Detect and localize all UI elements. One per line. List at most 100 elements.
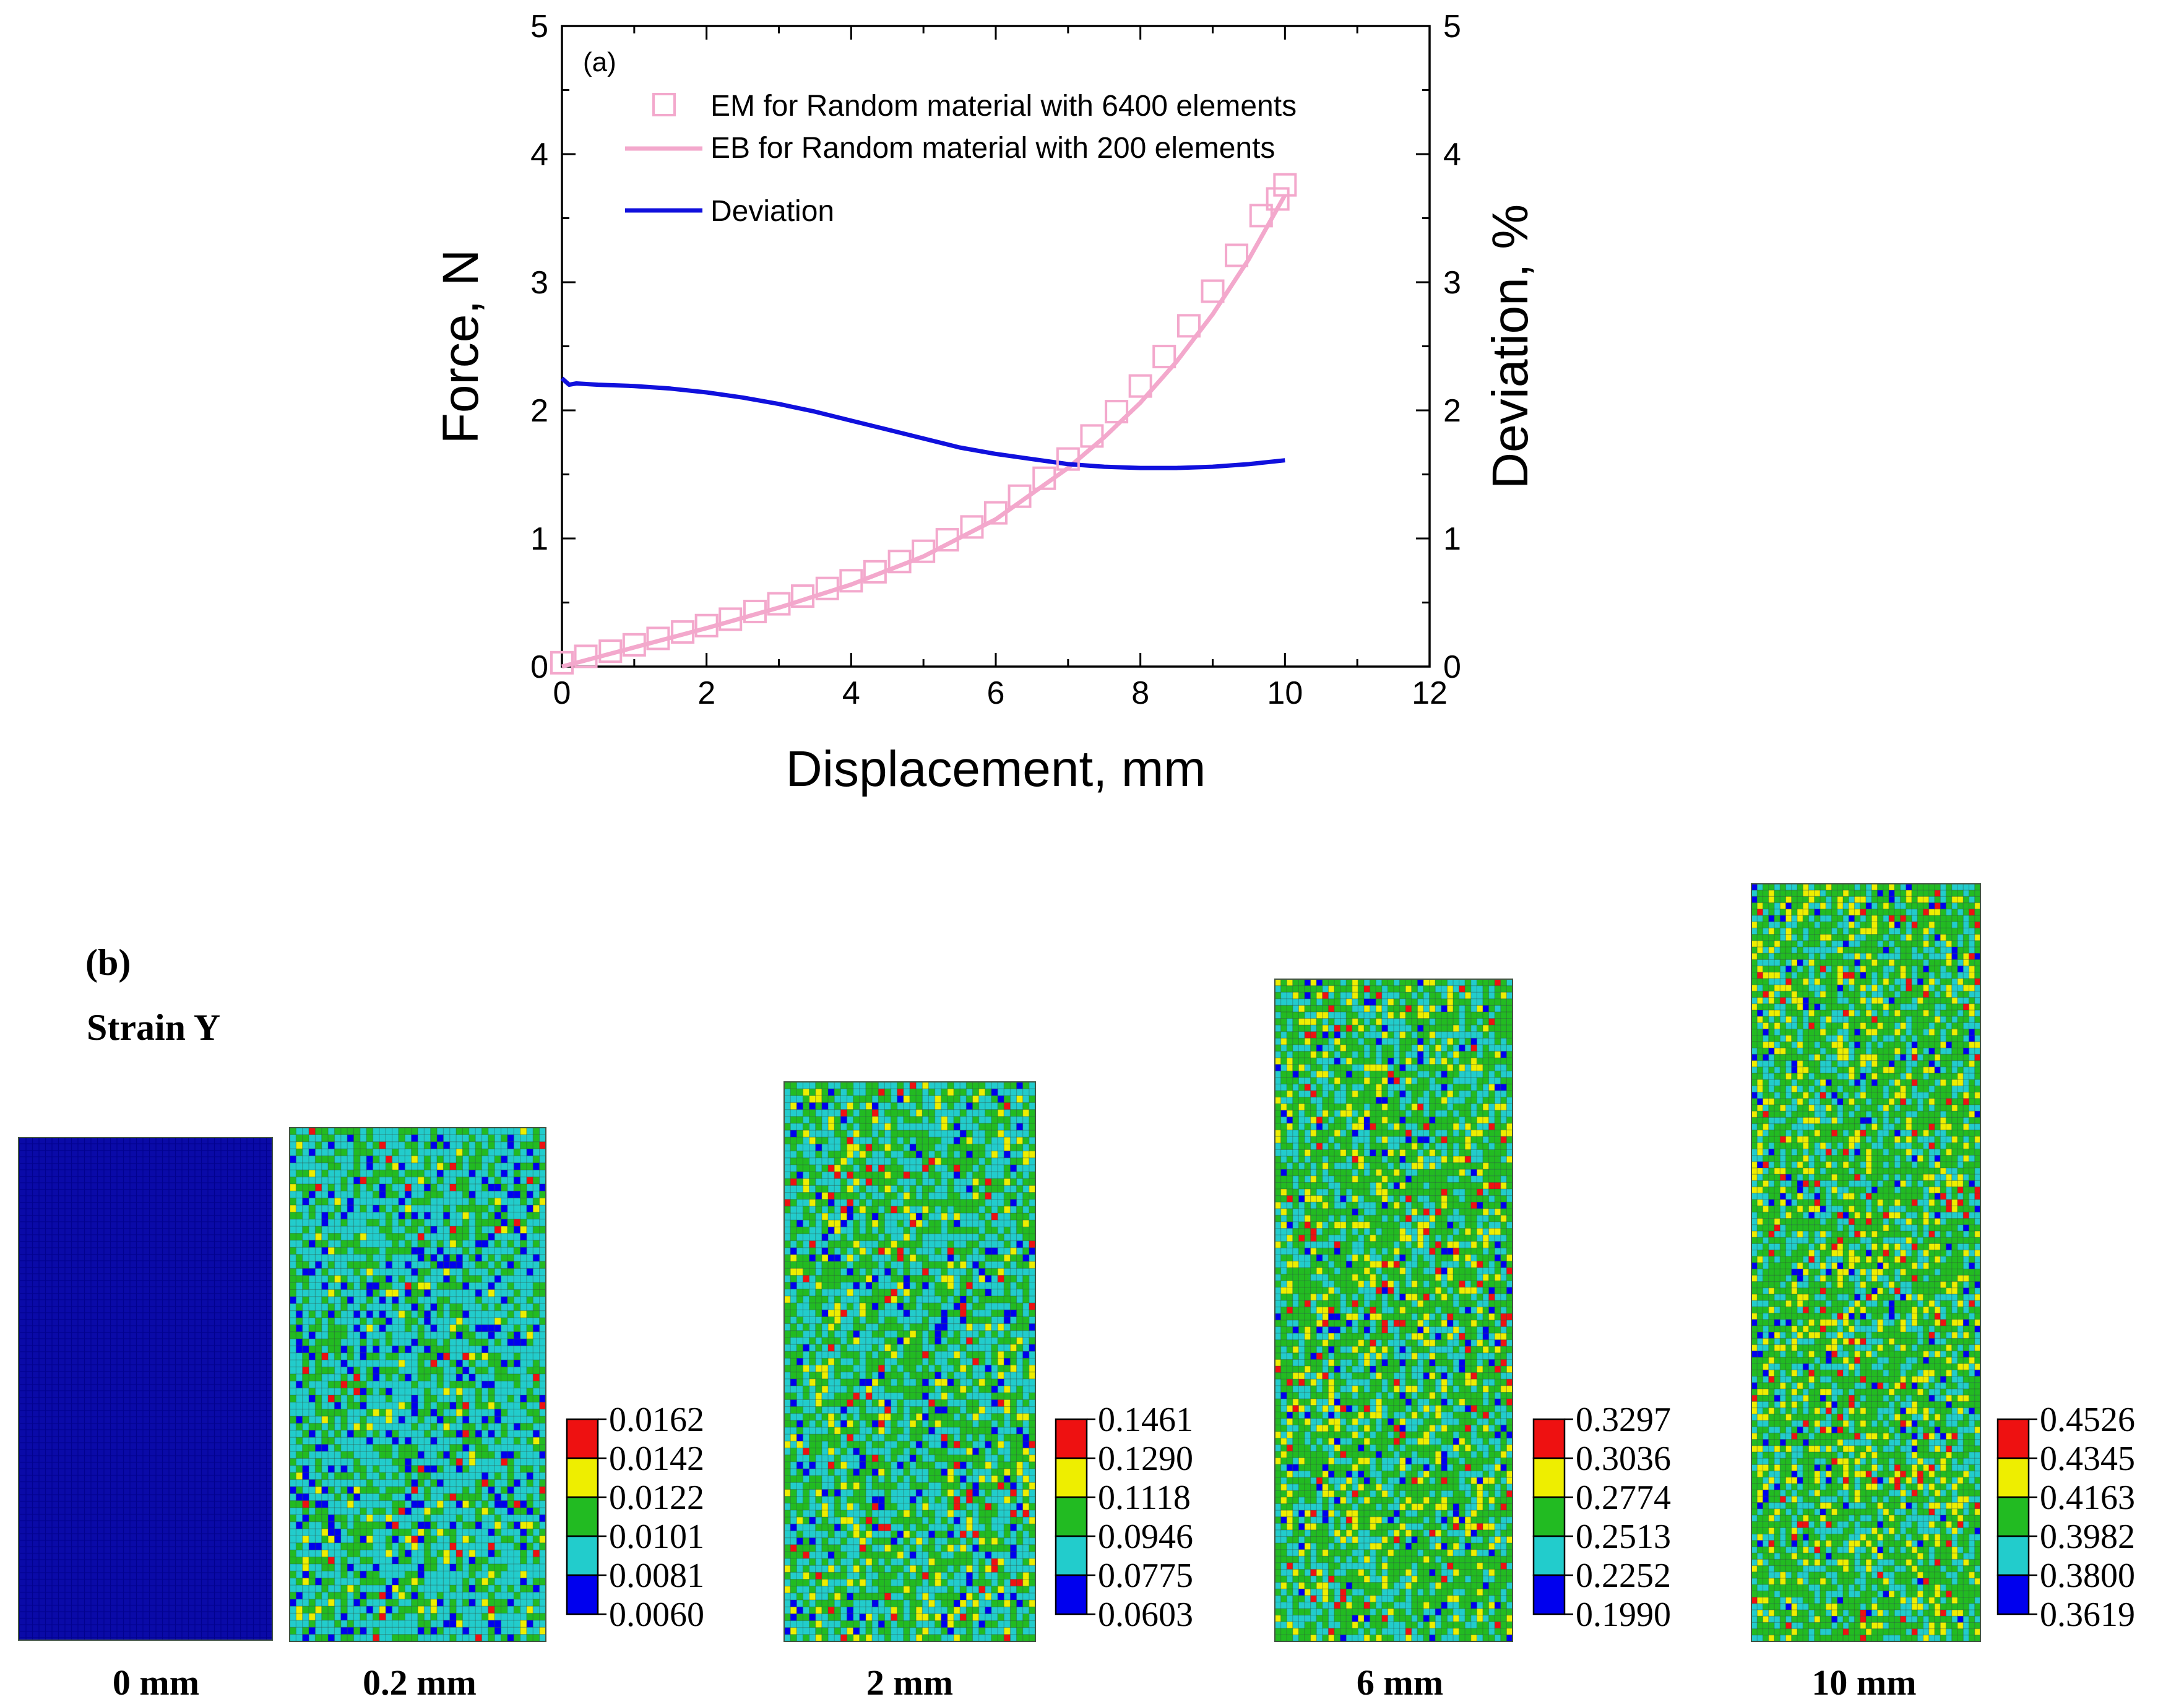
mesh-cell — [520, 1128, 527, 1135]
mesh-cell — [1004, 1295, 1011, 1303]
mesh-cell — [514, 1170, 520, 1177]
mesh-cell — [1411, 1091, 1418, 1097]
mesh-cell — [360, 1233, 367, 1240]
mesh-cell — [916, 1607, 923, 1614]
mesh-cell — [1495, 998, 1501, 1006]
mesh-cell — [847, 1330, 853, 1338]
mesh-cell — [386, 1233, 392, 1240]
mesh-cell — [1388, 1005, 1394, 1012]
mesh-cell — [1287, 1195, 1293, 1203]
mesh-cell — [334, 1275, 341, 1283]
mesh-cell — [947, 1592, 954, 1601]
mesh-cell — [947, 1185, 954, 1193]
mesh-cell — [903, 1151, 910, 1158]
mesh-cell — [960, 1157, 967, 1165]
mesh-cell — [1280, 1005, 1287, 1012]
mesh-cell — [507, 1360, 514, 1367]
mesh-cell — [865, 1082, 873, 1089]
mesh-cell — [910, 1151, 917, 1158]
mesh-cell — [803, 1537, 809, 1545]
mesh-cell — [411, 1536, 418, 1543]
mesh-cell — [309, 1268, 316, 1276]
mesh-cell — [430, 1303, 438, 1311]
mesh-cell — [972, 1531, 979, 1538]
mesh-cell — [1470, 1221, 1477, 1229]
mesh-cell — [533, 1557, 540, 1564]
mesh-cell — [1358, 1051, 1364, 1058]
mesh-cell — [321, 1134, 329, 1142]
mesh-cell — [1417, 1175, 1423, 1183]
mesh-cell — [481, 1444, 488, 1452]
mesh-cell — [1316, 992, 1323, 999]
mesh-cell — [859, 1482, 866, 1490]
mesh-cell — [891, 1503, 897, 1510]
mesh-cell — [456, 1402, 463, 1409]
mesh-cell — [475, 1240, 482, 1248]
mesh-cell — [1316, 1064, 1323, 1071]
mesh-cell — [488, 1571, 495, 1578]
mesh-cell — [1381, 1149, 1388, 1157]
mesh-cell — [1495, 1169, 1501, 1176]
mesh-cell — [1004, 1531, 1011, 1538]
mesh-cell — [978, 1544, 985, 1552]
mesh-cell — [934, 1137, 941, 1144]
mesh-cell — [853, 1524, 860, 1531]
mesh-cell — [296, 1465, 303, 1473]
mesh-cell — [424, 1627, 431, 1635]
mesh-cell — [1316, 1175, 1323, 1183]
mesh-cell — [1364, 1268, 1370, 1274]
mesh-cell — [1435, 1294, 1441, 1301]
mesh-cell — [494, 1563, 501, 1571]
mesh-cell — [847, 1468, 853, 1476]
mesh-cell — [1029, 1178, 1035, 1186]
mesh-cell — [1388, 1117, 1394, 1124]
mesh-cell — [910, 1393, 917, 1400]
mesh-cell — [884, 1172, 891, 1179]
mesh-cell — [468, 1599, 476, 1607]
mesh-cell — [462, 1444, 469, 1452]
mesh-cell — [784, 1489, 791, 1497]
mesh-cell — [859, 1537, 866, 1545]
mesh-cell — [1287, 1300, 1293, 1307]
mesh-cell — [456, 1388, 463, 1396]
mesh-cell — [392, 1585, 399, 1592]
mesh-cell — [985, 1227, 991, 1234]
mesh-cell — [865, 1213, 873, 1221]
mesh-cell — [366, 1128, 373, 1135]
mesh-cell — [865, 1531, 873, 1538]
mesh-cell — [978, 1572, 985, 1580]
mesh-cell — [1310, 1261, 1317, 1268]
mesh-cell — [1435, 1202, 1441, 1209]
mesh-cell — [1483, 1018, 1489, 1026]
mesh-cell — [1004, 1144, 1011, 1151]
mesh-cell — [991, 1255, 998, 1262]
mesh-cell — [1399, 1208, 1406, 1216]
mesh-cell — [539, 1198, 546, 1206]
mesh-cell — [821, 1434, 829, 1441]
mesh-cell — [859, 1164, 866, 1172]
mesh-cell — [1500, 1031, 1507, 1039]
mesh-cell — [520, 1240, 527, 1248]
mesh-cell — [456, 1444, 463, 1452]
mesh-cell — [1004, 1393, 1011, 1400]
mesh-cell — [398, 1585, 405, 1592]
mesh-cell — [1453, 992, 1459, 999]
mesh-cell — [1394, 1274, 1400, 1281]
mesh-cell — [922, 1386, 929, 1393]
mesh-cell — [1411, 1005, 1418, 1012]
mesh-cell — [960, 1427, 967, 1435]
mesh-cell — [821, 1213, 829, 1221]
mesh-cell — [1465, 1084, 1471, 1091]
mesh-cell — [334, 1128, 341, 1135]
mesh-cell — [1488, 1281, 1495, 1287]
mesh-cell — [366, 1373, 373, 1381]
mesh-cell — [353, 1141, 360, 1149]
mesh-cell — [809, 1614, 816, 1621]
mesh-cell — [1500, 1261, 1507, 1268]
mesh-cell — [840, 1185, 847, 1193]
mesh-cell — [315, 1606, 322, 1614]
mesh-cell — [456, 1395, 463, 1402]
mesh-cell — [290, 1177, 296, 1184]
mesh-cell — [803, 1213, 809, 1221]
mesh-cell — [1506, 1058, 1513, 1065]
